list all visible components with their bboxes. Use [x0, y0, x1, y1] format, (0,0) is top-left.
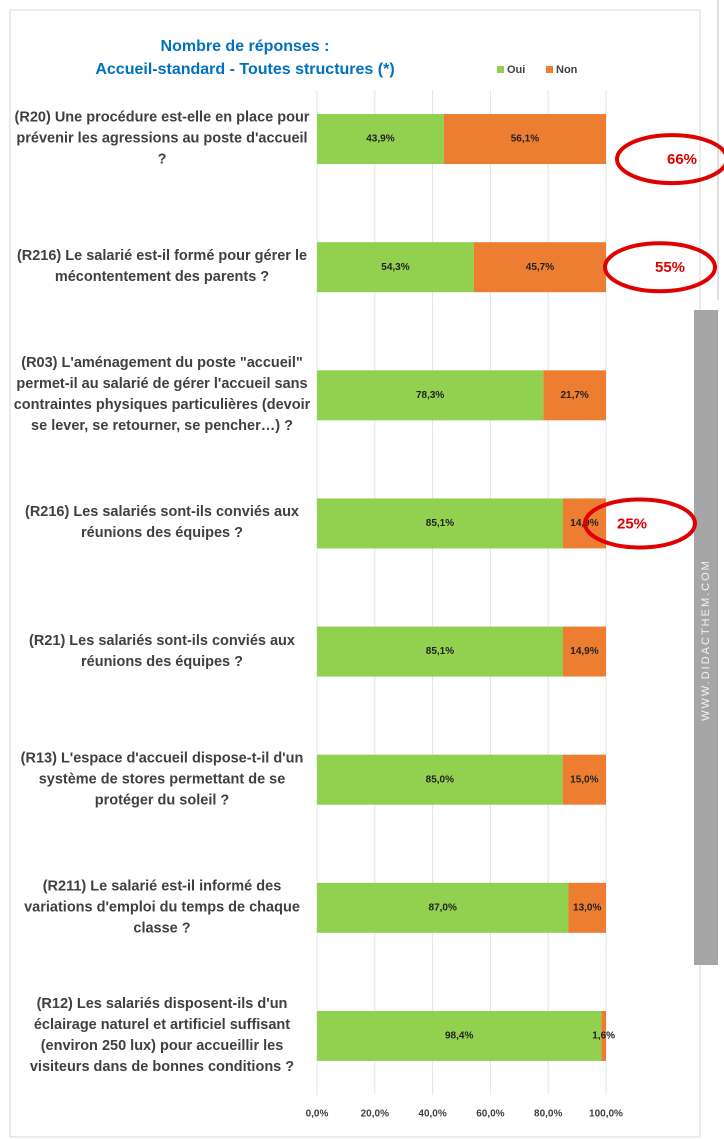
bar-segment [473, 242, 606, 293]
value-label: 43,9% [366, 134, 394, 145]
value-label: 85,1% [426, 646, 454, 657]
bar-segment [317, 498, 563, 549]
bar-segment [317, 242, 474, 293]
legend-swatch [546, 66, 553, 73]
value-label: 87,0% [429, 902, 457, 913]
category-label: (R12) Les salariés disposent-ils d'un éc… [29, 995, 295, 1075]
category-label: (R20) Une procédure est-elle en place po… [14, 109, 310, 168]
category-label: (R216) Les salariés sont-ils conviés aux… [24, 504, 299, 542]
bar-segment [543, 370, 606, 421]
annotation-text: 25% [617, 515, 647, 532]
bar-segment [562, 626, 606, 677]
bar-segment [601, 1010, 606, 1061]
legend-label: Oui [507, 64, 525, 76]
annotation-ellipse [583, 497, 697, 550]
value-label: 13,0% [573, 902, 601, 913]
sidebar-text: WWW.DIDACTHEM.COM [700, 559, 712, 721]
bar-segment [568, 882, 606, 933]
chart-subtitle: Accueil-standard - Toutes structures (*) [95, 61, 394, 78]
bar-segment [317, 114, 444, 165]
value-label: 15,0% [570, 774, 598, 785]
value-label: 85,1% [426, 518, 454, 529]
annotation-text: 66% [667, 151, 697, 168]
chart-frame [9, 9, 701, 1138]
value-label: 21,7% [560, 390, 588, 401]
value-label: 45,7% [526, 262, 554, 273]
x-tick-label: 80,0% [534, 1109, 562, 1120]
bar-segment [317, 370, 544, 421]
annotation-ellipse [603, 241, 717, 294]
legend-label: Non [556, 64, 578, 76]
category-label: (R211) Le salarié est-il informé des var… [24, 878, 300, 937]
x-tick-label: 100,0% [589, 1109, 623, 1120]
bar-segment [317, 882, 569, 933]
chart-title: Nombre de réponses : [161, 38, 330, 55]
x-tick-label: 0,0% [306, 1109, 329, 1120]
category-label: (R216) Le salarié est-il formé pour gére… [16, 248, 308, 286]
sidebar [694, 310, 718, 965]
value-label: 1,6% [592, 1031, 615, 1042]
annotation-ellipse [615, 133, 724, 186]
value-label: 56,1% [511, 134, 539, 145]
x-tick-label: 60,0% [476, 1109, 504, 1120]
value-label: 14,9% [570, 646, 598, 657]
value-label: 98,4% [445, 1031, 473, 1042]
legend-swatch [497, 66, 504, 73]
value-label: 85,0% [426, 774, 454, 785]
bar-segment [317, 1010, 602, 1061]
bar-segment [317, 626, 563, 677]
x-tick-label: 40,0% [418, 1109, 446, 1120]
bar-segment [317, 754, 563, 805]
category-label: (R21) Les salariés sont-ils conviés aux … [29, 632, 295, 670]
value-label: 54,3% [381, 262, 409, 273]
annotation-text: 55% [655, 259, 685, 276]
value-label: 78,3% [416, 390, 444, 401]
bar-segment [562, 754, 606, 805]
category-label: (R13) L'espace d'accueil dispose-t-il d'… [20, 750, 304, 809]
category-label: (R03) L'aménagement du poste "accueil" p… [13, 355, 311, 435]
bar-segment [443, 114, 606, 165]
x-tick-label: 20,0% [361, 1109, 389, 1120]
